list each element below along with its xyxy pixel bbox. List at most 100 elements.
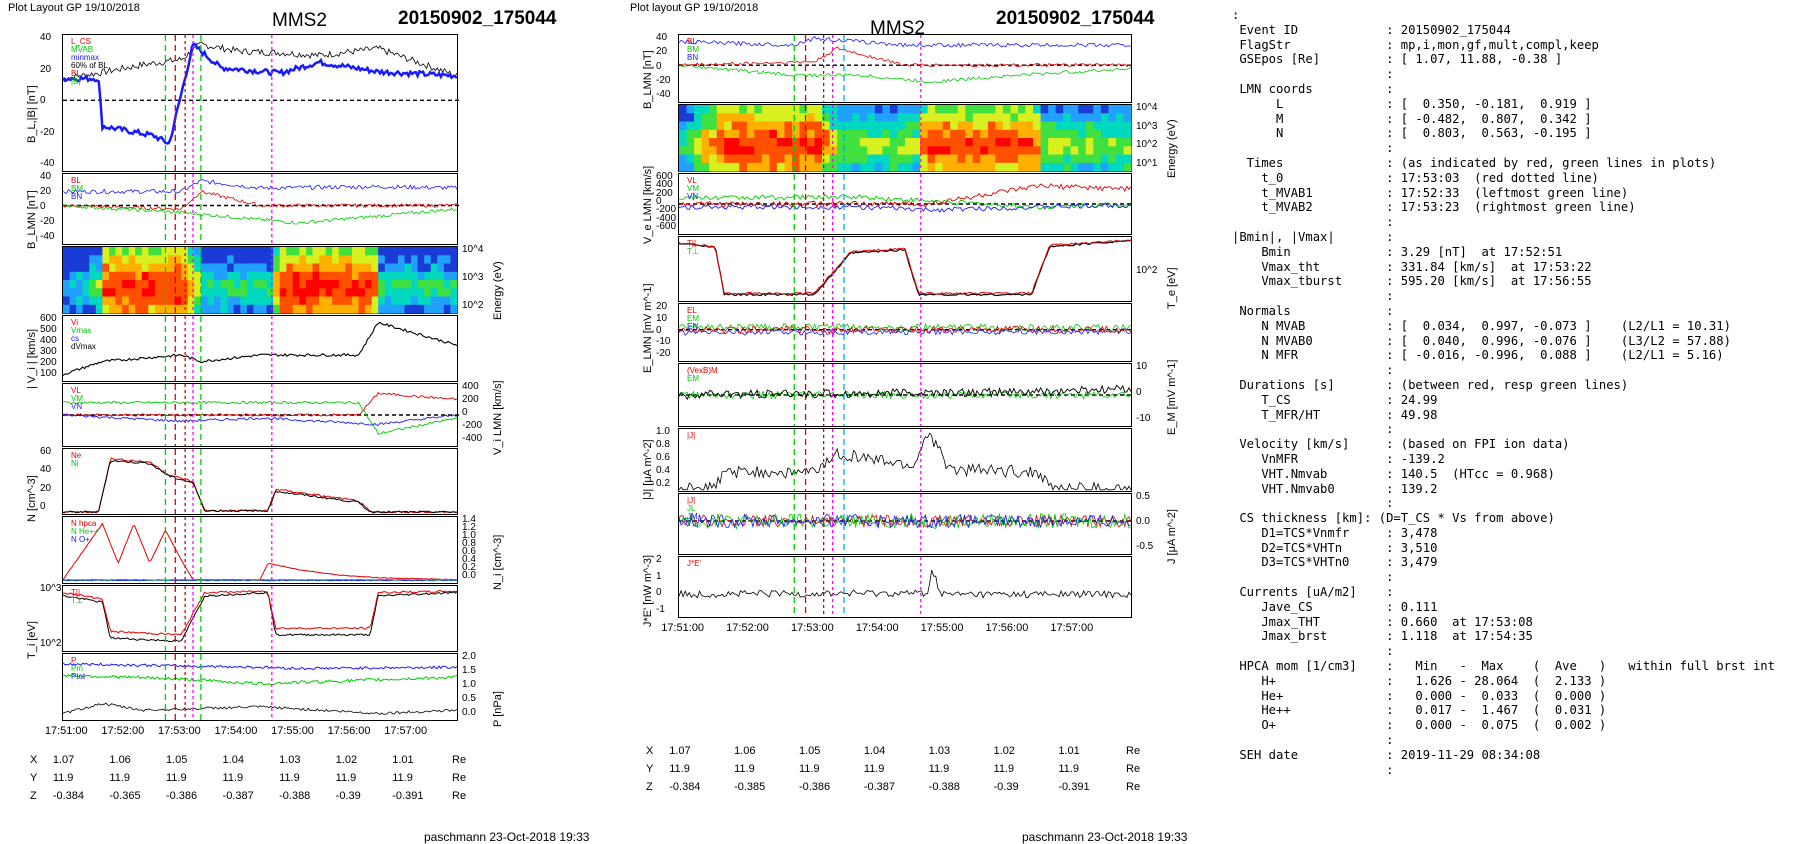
spectrogram-cell	[792, 154, 801, 164]
spectrogram-cell	[69, 271, 77, 281]
spectrogram-cell	[214, 296, 222, 306]
spectrogram-cell	[279, 280, 287, 289]
spectrogram-cell	[115, 255, 123, 265]
spectrogram-cell	[724, 154, 733, 164]
spectrogram-cell	[430, 255, 438, 265]
summary-line: N MFR : [ -0.016, -0.996, 0.088 ] (L2/L1…	[1232, 348, 1724, 363]
series-line	[62, 400, 458, 435]
spectrogram-cell	[731, 146, 740, 156]
spectrogram-cell	[950, 105, 959, 114]
spectrogram-cell	[942, 154, 951, 164]
spectrogram-cell	[724, 162, 733, 172]
spectrogram-cell	[122, 304, 130, 314]
spectrogram-cell	[799, 121, 808, 131]
spectrogram-cell	[220, 271, 228, 281]
spectrogram-cell	[292, 247, 300, 256]
spectrogram-cell	[1002, 162, 1011, 172]
spectrogram-cell	[1025, 113, 1034, 123]
spectrogram-cell	[927, 138, 936, 147]
spectrogram-cell	[128, 271, 136, 281]
spectrogram-cell	[761, 154, 770, 164]
summary-line: t_MVAB1 : 17:52:33 (leftmost green line)	[1232, 185, 1629, 200]
spectrogram-cell	[220, 288, 228, 298]
summary-line: :	[1232, 215, 1394, 230]
spectrogram-cell	[345, 263, 353, 273]
spectrogram-cell	[187, 304, 195, 314]
pos-value: 1.06	[109, 754, 131, 766]
spectrogram-cell	[358, 271, 366, 281]
spectrogram-cell	[1010, 154, 1019, 164]
spectrogram-cell	[69, 304, 77, 314]
spectrogram-cell	[709, 162, 718, 172]
y-tick-label: 0.5	[462, 693, 476, 704]
spectrogram-cell	[227, 280, 235, 289]
event-id: 20150902_175044	[996, 8, 1155, 29]
spectrogram-cell	[174, 288, 182, 298]
legend-entry: BN	[687, 53, 699, 62]
spectrogram-cell	[424, 271, 432, 281]
series-line	[678, 63, 1132, 84]
spectrogram-cell	[384, 255, 392, 265]
spectrogram-cell	[207, 280, 215, 289]
spectrogram-cell	[731, 162, 740, 172]
spectrogram-cell	[799, 146, 808, 156]
spectrogram-cell	[822, 138, 831, 147]
legend-entry: T||	[687, 239, 697, 248]
pos-value: -0.388	[928, 781, 960, 793]
spectrogram-cell	[63, 288, 71, 298]
spectrogram-cell	[154, 288, 163, 298]
x-tick-label: 17:51:00	[661, 622, 705, 634]
spectrogram-cell	[109, 296, 117, 306]
spectrogram-cell	[905, 121, 914, 131]
y-tick-label: 400	[462, 381, 479, 392]
spectrogram-cell	[694, 162, 703, 172]
spectrogram-cell	[246, 263, 255, 273]
spectrogram-cell	[109, 280, 117, 289]
spectrogram-cell	[1002, 105, 1011, 114]
spectrogram-cell	[378, 263, 386, 273]
spectrogram-cell	[1070, 105, 1079, 114]
spectrogram-cell	[784, 113, 793, 123]
spectrogram-cell	[345, 296, 353, 306]
spectrogram-cell	[1040, 154, 1049, 164]
spectrogram-cell	[1100, 146, 1109, 156]
y-tick-label: 20	[656, 301, 668, 312]
spectrogram-cell	[437, 288, 445, 298]
pos-value: -0.365	[109, 790, 141, 802]
spectrogram-cell	[1100, 154, 1109, 164]
spectrogram-cell	[154, 263, 163, 273]
spectrogram-cell	[889, 154, 898, 164]
spectrogram-cell	[233, 247, 241, 256]
spectrogram-cell	[384, 271, 392, 281]
summary-line: :	[1232, 644, 1394, 659]
spectrogram-cell	[1100, 121, 1109, 131]
y-tick-label: -20	[656, 74, 671, 86]
y-tick-label: 400	[40, 335, 57, 346]
legend-entry: BM	[687, 45, 699, 54]
spectrogram-cell	[437, 247, 445, 256]
spectrogram-cell	[109, 255, 117, 265]
spectrogram-cell	[450, 296, 458, 306]
spectrogram-cell	[1025, 162, 1034, 172]
spectrogram-cell	[63, 271, 71, 281]
spectrogram-cell	[95, 304, 103, 314]
spectrogram-cell	[273, 247, 281, 256]
spectrogram-cell	[338, 304, 346, 314]
spectrogram-cell	[882, 162, 891, 172]
spectrogram-cell	[972, 154, 981, 164]
spectrogram-cell	[253, 280, 261, 289]
spectrogram-cell	[312, 255, 320, 265]
spectrogram-cell	[174, 263, 182, 273]
spectrogram-cell	[1033, 146, 1042, 156]
y-tick-label: -40	[40, 158, 55, 169]
pos-row-label: Y	[646, 763, 654, 775]
y-tick-label: 300	[40, 346, 57, 357]
spectrogram-cell	[686, 162, 695, 172]
series-line	[678, 432, 1132, 492]
spectrogram-cell	[332, 247, 340, 256]
spectrogram-cell	[1100, 129, 1109, 139]
spectrogram-cell	[709, 121, 718, 131]
series-line	[62, 579, 458, 582]
pos-unit: Re	[452, 754, 467, 766]
spectrogram-cell	[194, 255, 202, 265]
